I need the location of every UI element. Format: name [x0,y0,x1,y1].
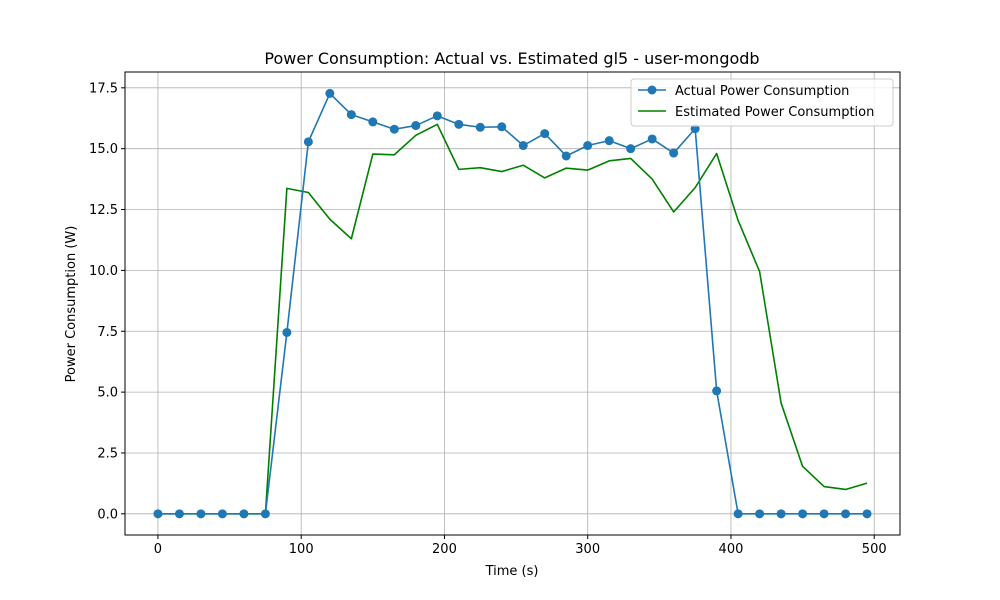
series-line-estimated [157,123,868,515]
data-point-actual [411,121,421,131]
x-tick-label: 400 [719,542,744,557]
data-point-actual [647,134,657,144]
data-point-actual [862,509,872,519]
x-tick-label: 100 [289,542,314,557]
data-point-actual [733,509,743,519]
data-point-actual [583,141,593,151]
axis-ticks: 0 100 200 300 400 500 0.0 2.5 5.0 7.5 10.0 12.5 15.0… [89,81,887,557]
y-tick-label: 5.0 [97,386,118,401]
data-point-actual [518,141,528,151]
data-point-actual [389,124,399,134]
data-point-actual [712,386,722,396]
x-tick-label: 500 [862,542,887,557]
y-tick-label: 7.5 [97,325,118,340]
data-point-actual [841,509,851,519]
data-point-actual [196,509,206,519]
gridlines [125,72,900,535]
y-tick-label: 17.5 [89,81,118,96]
plot-frame [124,71,901,536]
legend-label-actual: Actual Power Consumption [675,84,849,99]
legend-marker-actual [647,85,657,95]
y-tick-label: 2.5 [97,446,118,461]
data-point-actual [497,122,507,132]
x-tick-label: 0 [154,542,162,557]
y-axis-label: Power Consumption (W) [64,226,79,383]
legend-box [630,78,894,127]
data-point-actual [755,509,765,519]
data-point-actual [368,117,378,127]
data-point-actual [561,151,571,161]
data-point-actual [540,129,550,139]
data-point-actual [217,509,227,519]
x-tick-label: 300 [575,542,600,557]
y-tick-label: 0.0 [97,507,118,522]
data-point-actual [303,137,313,147]
data-point-actual [153,509,163,519]
legend-label-estimated: Estimated Power Consumption [675,105,874,120]
data-point-actual [282,327,292,337]
data-point-actual [432,111,442,121]
data-point-actual [174,509,184,519]
data-point-actual [798,509,808,519]
legend: Actual Power Consumption Estimated Power… [630,78,894,127]
data-point-actual [260,509,270,519]
chart-title: Power Consumption: Actual vs. Estimated … [264,49,759,68]
x-axis-label: Time (s) [485,564,539,579]
y-tick-label: 15.0 [89,142,118,157]
data-point-actual [346,110,356,120]
data-point-actual [626,144,636,154]
data-point-actual [475,122,485,132]
data-point-actual [819,509,829,519]
x-tick-label: 200 [432,542,457,557]
data-point-actual [239,509,249,519]
data-series [153,88,872,519]
data-point-actual [454,119,464,129]
data-point-actual [325,88,335,98]
series-line-actual [157,92,868,515]
data-point-actual [604,136,614,146]
y-tick-label: 12.5 [89,203,118,218]
y-tick-label: 10.0 [89,264,118,279]
data-point-actual [669,148,679,158]
data-point-actual [776,509,786,519]
